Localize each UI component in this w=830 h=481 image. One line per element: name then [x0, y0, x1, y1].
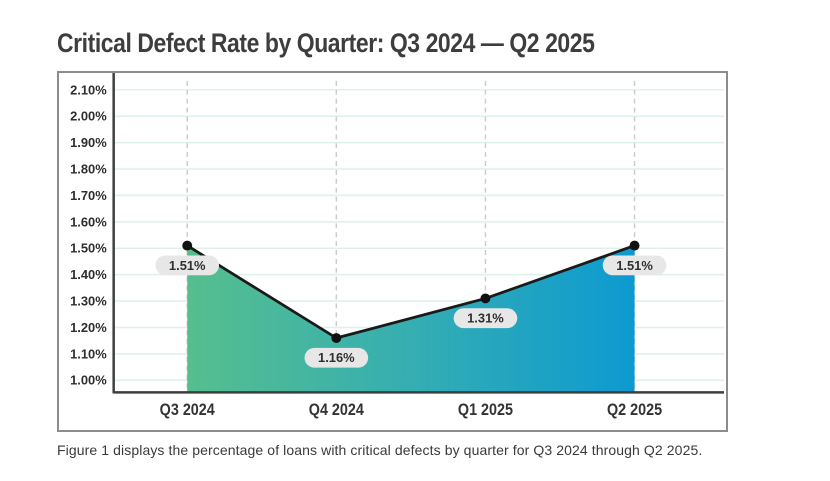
y-axis-tick-label: 2.10% [70, 82, 107, 97]
data-point [182, 240, 193, 251]
figure-caption: Figure 1 displays the percentage of loan… [57, 442, 703, 458]
y-axis-tick-label: 2.00% [70, 109, 107, 124]
y-axis-tick-label: 1.00% [70, 373, 107, 388]
x-axis-category-label: Q2 2025 [607, 401, 662, 419]
y-axis-tick-label: 1.40% [70, 267, 107, 282]
data-point [331, 333, 342, 343]
data-label-pill [304, 347, 369, 368]
y-axis-tick-label: 1.50% [70, 241, 107, 256]
data-label: 1.31% [467, 311, 504, 326]
data-label-pill [453, 308, 518, 329]
y-axis-tick-label: 1.70% [70, 188, 107, 203]
chart-frame: 2.10% 2.00% 1.90% 1.80% 1.70% 1.60% 1.50% 1.40%… [57, 71, 728, 432]
y-axis-tick-label: 1.20% [70, 320, 107, 335]
data-point [480, 293, 491, 304]
data-label-pill [602, 255, 667, 276]
x-axis-category-label: Q1 2025 [458, 401, 513, 419]
defect-rate-line [185, 244, 636, 340]
y-axis-tick-label: 1.10% [70, 346, 107, 361]
x-axis-category-label: Q4 2024 [309, 401, 364, 419]
data-label-pill [155, 255, 220, 276]
data-label: 1.51% [616, 258, 653, 273]
x-axis-category-label: Q3 2024 [160, 401, 215, 419]
y-axis-tick-label: 1.60% [70, 214, 107, 229]
data-label: 1.16% [318, 350, 355, 365]
defect-rate-area-chart: 2.10% 2.00% 1.90% 1.80% 1.70% 1.60% 1.50% 1.40%… [70, 73, 725, 419]
data-label: 1.51% [169, 258, 206, 273]
y-axis-tick-label: 1.90% [70, 135, 107, 150]
y-axis-tick-label: 1.80% [70, 162, 107, 177]
y-axis-tick-label: 1.30% [70, 294, 107, 309]
chart-title: Critical Defect Rate by Quarter: Q3 2024… [57, 28, 595, 58]
data-point [629, 240, 640, 251]
